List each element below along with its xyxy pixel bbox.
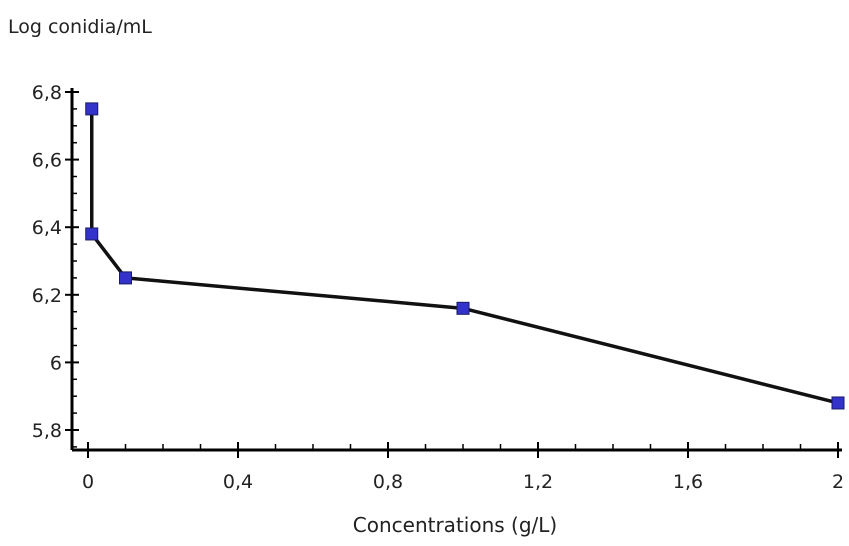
y-axis-ticks: 5,8 6 6,2 6,4 6,6 6,8 <box>32 82 79 448</box>
x-tick-label: 0 <box>82 471 94 493</box>
x-axis-ticks: 0 0,4 0,8 1,2 1,6 2 <box>82 442 844 493</box>
y-tick-label: 6 <box>50 352 62 374</box>
data-point <box>85 102 99 116</box>
y-tick-label: 6,6 <box>32 150 62 172</box>
data-point <box>831 396 845 410</box>
data-point <box>85 227 99 241</box>
x-axis-label: Concentrations (g/L) <box>353 513 557 537</box>
y-tick-label: 5,8 <box>32 420 62 442</box>
x-tick-label: 0,4 <box>223 471 253 493</box>
series-line <box>90 108 839 405</box>
y-tick-label: 6,8 <box>32 82 62 104</box>
y-axis-label: Log conidia/mL <box>8 16 152 38</box>
x-tick-label: 2 <box>832 471 844 493</box>
series-group <box>85 102 845 410</box>
x-tick-label: 0,8 <box>373 471 403 493</box>
x-tick-label: 1,2 <box>523 471 553 493</box>
x-tick-label: 1,6 <box>673 471 703 493</box>
axes <box>70 88 842 452</box>
data-point <box>119 271 132 285</box>
y-tick-label: 6,2 <box>32 285 62 307</box>
y-tick-label: 6,4 <box>32 217 62 239</box>
data-point <box>456 301 470 315</box>
